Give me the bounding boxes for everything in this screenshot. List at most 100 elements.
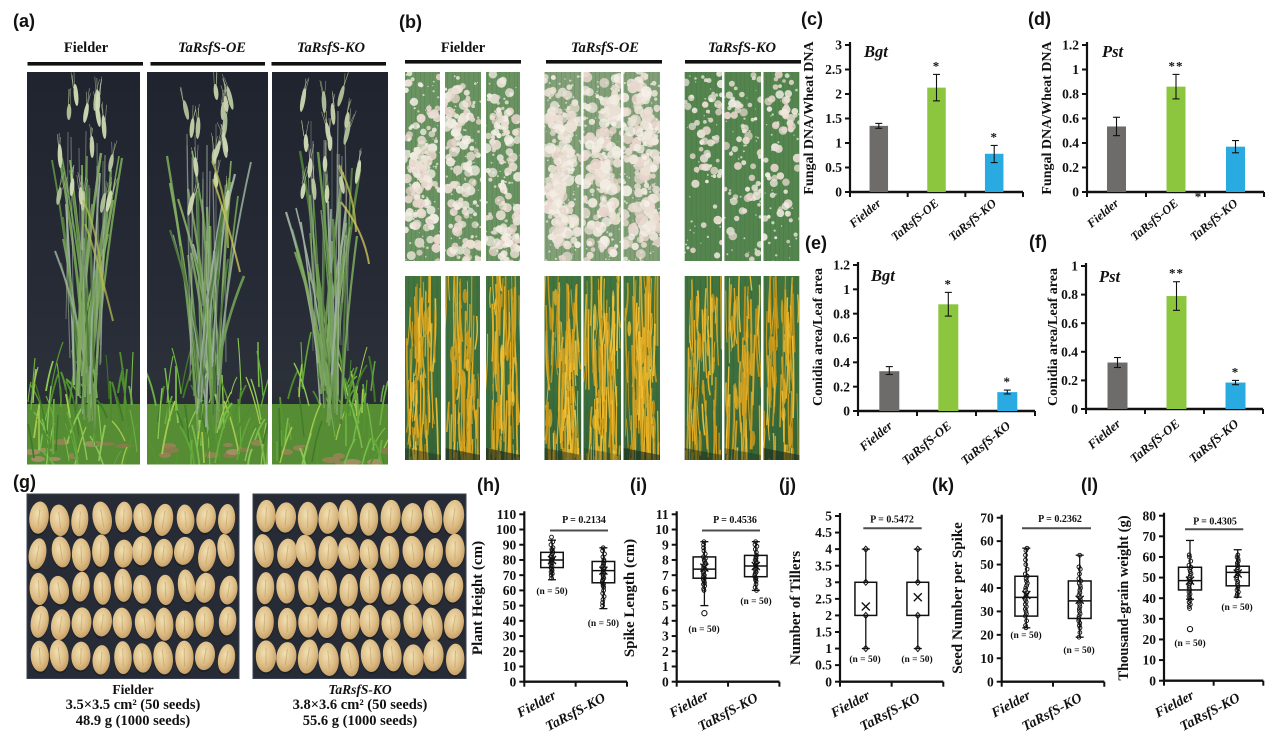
svg-text:0.4: 0.4 [1062,136,1079,151]
svg-text:50: 50 [503,598,517,613]
svg-text:P = 0.4305: P = 0.4305 [1193,517,1237,528]
svg-text:1.5: 1.5 [815,625,832,640]
svg-text:(n = 50): (n = 50) [901,654,932,665]
svg-text:0.6: 0.6 [1062,111,1079,126]
svg-text:0.5: 0.5 [815,658,832,673]
svg-text:40: 40 [1143,591,1157,606]
svg-text:(n = 50): (n = 50) [1221,602,1252,613]
svg-text:0: 0 [1071,402,1078,417]
svg-text:10: 10 [1143,653,1157,668]
svg-text:(e): (e) [805,233,827,253]
svg-text:**: ** [1169,58,1184,73]
svg-text:20: 20 [503,644,517,659]
svg-text:(n = 50): (n = 50) [1063,645,1094,656]
svg-text:3.5×3.5 cm² (50 seeds): 3.5×3.5 cm² (50 seeds) [66,697,201,713]
svg-text:0.8: 0.8 [1061,287,1078,302]
svg-text:0.8: 0.8 [1062,87,1079,102]
svg-text:100: 100 [496,522,517,537]
svg-text:(a): (a) [13,11,35,31]
svg-text:(b): (b) [399,12,422,32]
svg-text:*: * [945,276,953,291]
svg-text:Fielder: Fielder [441,40,486,56]
svg-text:0.6: 0.6 [1061,316,1078,331]
svg-text:5: 5 [825,509,832,524]
svg-text:2.5: 2.5 [815,591,832,606]
svg-text:0: 0 [835,185,842,200]
svg-text:1: 1 [1071,259,1078,274]
svg-text:*: * [1232,364,1240,379]
svg-text:60: 60 [503,583,517,598]
svg-text:3: 3 [825,575,832,590]
svg-text:Fungal DNA/Wheat DNA: Fungal DNA/Wheat DNA [1040,41,1055,195]
svg-text:6: 6 [662,583,669,598]
svg-text:(f): (f) [1029,232,1047,252]
svg-text:0: 0 [825,674,832,689]
svg-text:TaRsfS-KO: TaRsfS-KO [297,40,365,56]
svg-text:(h): (h) [477,475,500,495]
svg-text:3: 3 [835,38,842,53]
svg-text:1: 1 [1072,62,1079,77]
svg-text:0.2: 0.2 [833,379,850,394]
svg-text:Thousand-grain weight (g): Thousand-grain weight (g) [1116,515,1132,680]
svg-text:110: 110 [497,507,517,522]
svg-text:1: 1 [835,136,842,151]
svg-text:(n = 50): (n = 50) [740,596,771,607]
svg-text:(i): (i) [630,475,647,495]
svg-text:1.2: 1.2 [1062,38,1079,53]
svg-text:(n = 50): (n = 50) [588,618,619,629]
svg-text:Conidia area/Leaf area: Conidia area/Leaf area [1046,268,1061,406]
svg-text:*: * [1004,374,1012,389]
svg-text:Pst: Pst [1101,42,1124,61]
svg-text:TaRsfS-KO: TaRsfS-KO [708,40,776,56]
svg-text:70: 70 [980,510,994,525]
svg-text:4: 4 [825,542,832,557]
svg-text:Spike Length (cm): Spike Length (cm) [622,539,638,657]
svg-text:30: 30 [503,629,517,644]
svg-text:5: 5 [662,598,669,613]
svg-text:7: 7 [662,568,669,583]
svg-text:0: 0 [1149,673,1156,688]
svg-text:70: 70 [503,568,517,583]
svg-text:55.6 g (1000 seeds): 55.6 g (1000 seeds) [303,713,418,729]
svg-text:80: 80 [503,553,517,568]
svg-text:Bgt: Bgt [870,266,895,285]
svg-text:0: 0 [843,404,850,419]
svg-text:10: 10 [655,522,669,537]
svg-text:Seed Number per Spike: Seed Number per Spike [950,522,966,674]
svg-text:*: * [933,58,941,73]
svg-text:TaRsfS-OE: TaRsfS-OE [178,40,246,56]
svg-text:1: 1 [825,641,832,656]
svg-text:1.2: 1.2 [833,258,850,273]
svg-text:(g): (g) [13,472,36,492]
svg-text:70: 70 [1143,529,1157,544]
svg-text:30: 30 [980,604,994,619]
svg-text:2: 2 [825,608,832,623]
svg-text:1: 1 [843,282,850,297]
svg-text:(n = 50): (n = 50) [1010,630,1041,641]
svg-text:4.5: 4.5 [815,525,832,540]
svg-text:0.4: 0.4 [1061,344,1078,359]
svg-text:(k): (k) [932,475,954,495]
svg-text:60: 60 [980,534,994,549]
svg-text:(d): (d) [1028,9,1051,29]
svg-text:0.6: 0.6 [833,331,850,346]
svg-text:2: 2 [662,644,669,659]
svg-text:Plant Height (cm): Plant Height (cm) [470,541,486,655]
svg-text:0.8: 0.8 [833,306,850,321]
svg-text:40: 40 [980,581,994,596]
svg-text:Conidia area/Leaf area: Conidia area/Leaf area [811,268,826,406]
svg-text:0: 0 [662,674,669,689]
svg-text:90: 90 [503,537,517,552]
svg-text:0.2: 0.2 [1062,160,1079,175]
svg-text:80: 80 [1143,508,1157,523]
svg-text:Fielder: Fielder [64,40,109,56]
svg-text:(n = 50): (n = 50) [849,654,880,665]
svg-text:11: 11 [656,507,669,522]
svg-text:8: 8 [662,553,669,568]
svg-text:1: 1 [662,659,669,674]
svg-text:Fungal DNA/Wheat DNA: Fungal DNA/Wheat DNA [802,41,817,195]
svg-text:**: ** [1169,266,1184,281]
svg-text:Bgt: Bgt [863,42,888,61]
svg-text:2: 2 [835,87,842,102]
svg-text:Number of Tillers: Number of Tillers [788,551,804,665]
